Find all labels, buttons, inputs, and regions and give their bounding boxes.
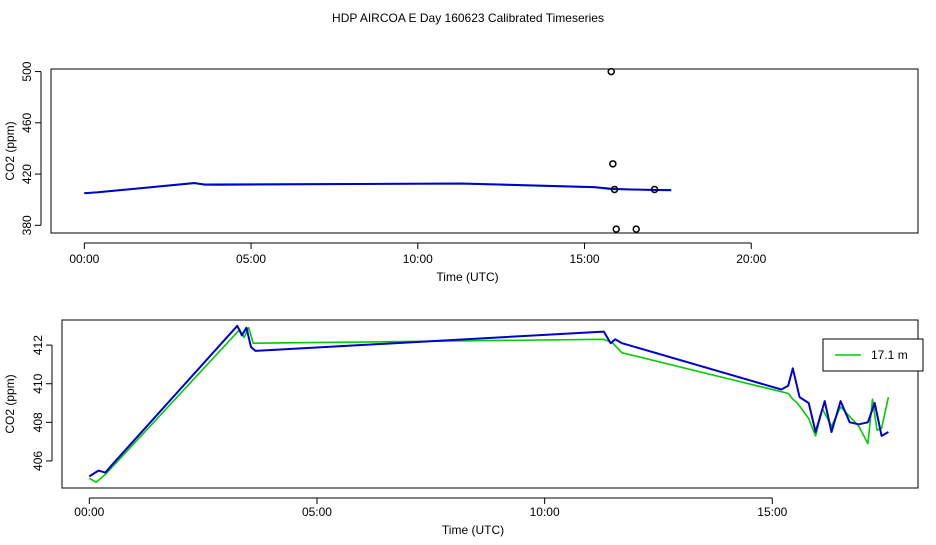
- series-line: [88, 324, 889, 478]
- x-tick-label: 10:00: [403, 252, 433, 266]
- y-tick-label: 410: [31, 373, 45, 393]
- plot-frame: [61, 319, 919, 489]
- series-line: [84, 182, 672, 195]
- legend-label: 17.1 m: [871, 348, 908, 362]
- bottom-panel: 00:00 05:00 10:00 15:00 Time (UTC) 406 408 410 4…: [3, 319, 924, 537]
- x-tick-label: 05:00: [302, 505, 332, 519]
- x-tick-label: 00:00: [74, 505, 104, 519]
- x-tick-label: 15:00: [757, 505, 787, 519]
- x-tick-label: 05:00: [236, 252, 266, 266]
- y-tick-label: 460: [20, 112, 34, 132]
- y-tick-label: 380: [20, 215, 34, 235]
- y-axis-label: CO2 (ppm): [3, 121, 17, 180]
- data-point: [612, 225, 620, 233]
- y-tick-label: 408: [31, 412, 45, 432]
- x-tick-label: 15:00: [570, 252, 600, 266]
- x-tick-label: 20:00: [736, 252, 766, 266]
- data-point: [650, 185, 659, 194]
- data-point: [632, 225, 640, 233]
- y-tick-label: 412: [31, 335, 45, 355]
- plot-frame: [50, 68, 919, 234]
- x-axis-label: Time (UTC): [442, 523, 504, 537]
- x-tick-label: 00:00: [69, 252, 99, 266]
- data-point: [610, 185, 619, 194]
- y-tick-label: 420: [20, 164, 34, 184]
- y-tick-label: 406: [31, 451, 45, 471]
- figure-title: HDP AIRCOA E Day 160623 Calibrated Times…: [332, 11, 604, 25]
- x-tick-label: 10:00: [530, 505, 560, 519]
- y-tick-label: 500: [20, 61, 34, 81]
- data-point: [607, 67, 615, 76]
- x-axis-label: Time (UTC): [436, 270, 498, 284]
- series-line: [88, 326, 890, 484]
- data-point: [609, 160, 617, 168]
- top-panel: 00:00 05:00 10:00 15:00 20:00 Time (UTC) 380 42…: [3, 61, 919, 284]
- y-axis-label: CO2 (ppm): [3, 374, 17, 433]
